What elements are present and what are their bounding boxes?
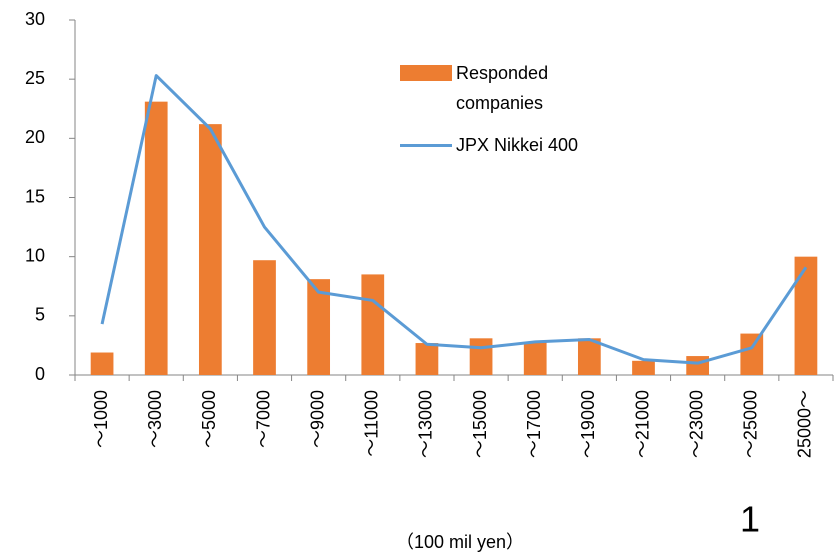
legend-item: Responded companies	[400, 58, 630, 118]
legend-label: JPX Nikkei 400	[456, 135, 579, 155]
bar	[144, 101, 168, 376]
bar	[469, 338, 493, 375]
bar	[415, 343, 439, 375]
y-tick-label: 25	[25, 68, 45, 88]
x-tick-label: ～13000	[416, 390, 436, 458]
legend: Responded companies JPX Nikkei 400	[400, 58, 630, 172]
x-tick-label: ～3000	[145, 390, 165, 448]
bar	[632, 360, 655, 375]
bar	[253, 260, 276, 375]
x-tick-label: ～11000	[362, 390, 382, 457]
x-axis-label: （100 mil yen）	[396, 532, 524, 552]
bar	[794, 256, 818, 375]
legend-swatch	[400, 62, 452, 84]
bar	[523, 341, 547, 375]
y-tick-label: 15	[25, 186, 45, 206]
bar	[361, 274, 385, 375]
x-tick-label: ～1000	[91, 390, 111, 448]
legend-swatch	[400, 134, 452, 156]
x-tick-label: ～19000	[578, 390, 598, 458]
y-tick-label: 30	[25, 9, 45, 29]
annotation: 1	[740, 499, 760, 540]
x-tick-label: ～17000	[524, 390, 544, 458]
x-tick-label: ～21000	[632, 390, 652, 458]
bar	[686, 356, 710, 375]
legend-label: Responded companies	[456, 63, 549, 113]
y-tick-label: 20	[25, 127, 45, 147]
bar	[198, 124, 222, 375]
y-tick-label: 5	[35, 305, 45, 325]
x-tick-label: ～15000	[470, 390, 490, 458]
x-tick-label: ～7000	[253, 390, 273, 448]
line	[100, 74, 808, 365]
x-tick-label: ～9000	[307, 390, 327, 448]
y-tick-label: 10	[25, 245, 45, 265]
y-tick-label: 0	[35, 364, 45, 384]
x-tick-label: ～23000	[686, 390, 706, 458]
bar	[307, 279, 331, 375]
x-tick-label: ～5000	[199, 390, 219, 448]
x-tick-label: ～25000	[741, 390, 761, 458]
x-tick-label: 25000～	[795, 390, 815, 458]
bar	[90, 352, 114, 375]
bar	[740, 333, 764, 375]
legend-item: JPX Nikkei 400	[400, 130, 630, 160]
bar	[577, 338, 601, 375]
